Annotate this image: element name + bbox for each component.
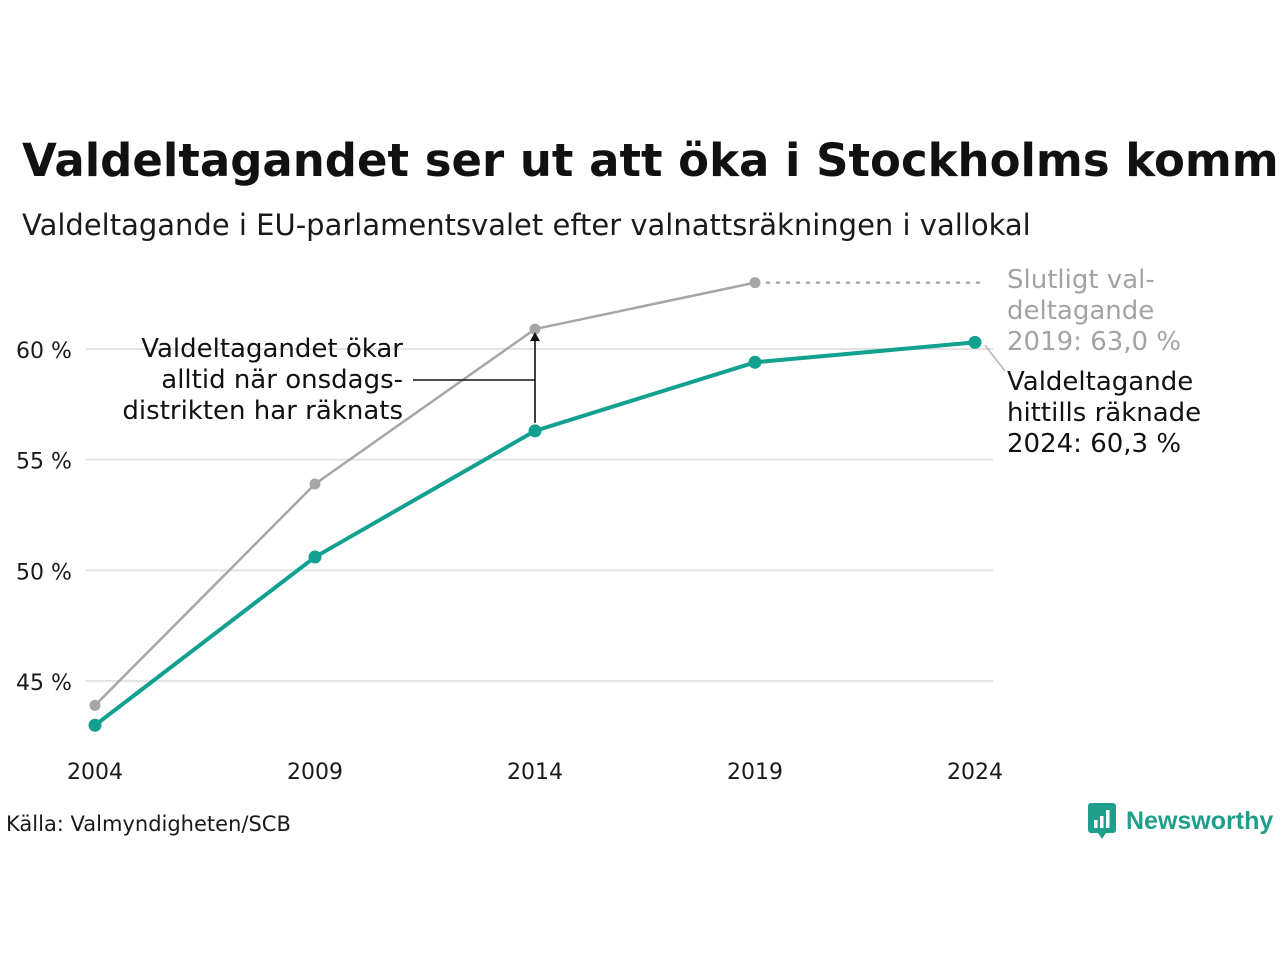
bar-chart-speech-bubble-icon (1088, 803, 1116, 839)
chart-title: Valdeltagandet ser ut att öka i Stockhol… (22, 134, 1280, 187)
current-value-leader-line (984, 344, 1006, 372)
data-point-election_night (88, 718, 102, 732)
x-tick-label: 2024 (947, 760, 1003, 785)
data-point-final (529, 323, 541, 335)
x-tick-label: 2019 (727, 760, 783, 785)
x-tick-label: 2004 (67, 760, 123, 785)
y-tick-label: 45 % (16, 671, 72, 696)
data-point-election_night (308, 550, 322, 564)
newsworthy-logo[interactable]: Newsworthy (1088, 803, 1273, 839)
chart-subtitle: Valdeltagande i EU-parlamentsvalet efter… (22, 208, 1031, 242)
y-tick-label: 60 % (16, 339, 72, 364)
source-note: Källa: Valmyndigheten/SCB (6, 812, 291, 836)
data-point-election_night (748, 355, 762, 369)
data-point-final (89, 699, 101, 711)
y-tick-label: 55 % (16, 450, 72, 475)
data-point-final (309, 478, 321, 490)
annotation-current-turnout-2024: Valdeltagande hittills räknade 2024: 60,… (1007, 367, 1202, 459)
data-point-election_night (968, 335, 982, 349)
annotation-onsdagsdistrikt: Valdeltagandet ökar alltid när onsdags- … (122, 334, 403, 426)
annotation-arrow-head (530, 332, 540, 342)
annotation-final-turnout-2019: Slutligt val- deltagande 2019: 63,0 % (1007, 265, 1182, 357)
data-point-election_night (528, 424, 542, 438)
series-line-final (94, 281, 756, 707)
data-point-final (749, 277, 761, 289)
logo-text: Newsworthy (1126, 806, 1274, 835)
y-tick-label: 50 % (16, 560, 72, 585)
x-tick-label: 2009 (287, 760, 343, 785)
x-tick-label: 2014 (507, 760, 563, 785)
